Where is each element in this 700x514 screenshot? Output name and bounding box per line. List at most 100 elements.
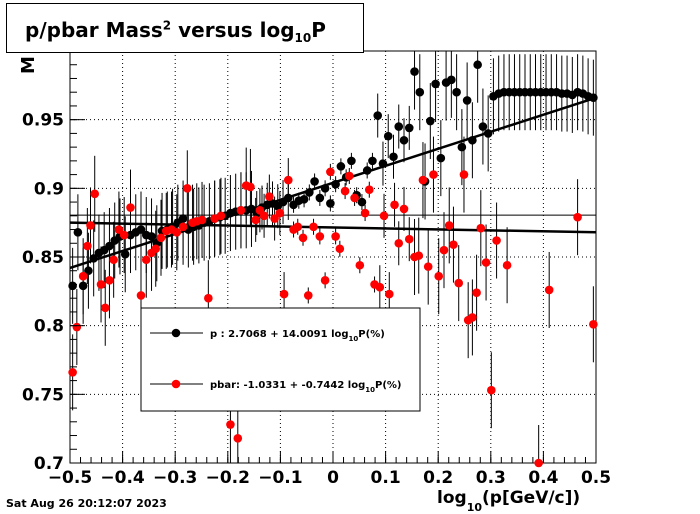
x-tick-label: −0.2 [206,468,250,488]
data-point-p [468,135,477,145]
x-tick-label: −0.5 [48,468,92,488]
x-tick-label: 0.4 [528,468,558,488]
data-point-p [136,225,146,234]
data-point-pbar [275,208,285,218]
data-point-pbar [226,420,235,429]
data-point-pbar [459,170,469,179]
data-point-pbar [315,232,325,241]
data-point-pbar [544,285,554,295]
data-point-pbar [233,433,243,443]
data-point-pbar [109,255,118,265]
timestamp: Sat Aug 26 20:12:07 2023 [6,497,167,510]
data-point-p [410,67,419,76]
data-point-pbar [375,282,385,292]
y-tick-label: 0.75 [22,385,64,405]
data-point-pbar [481,258,491,267]
data-point-p [373,111,383,120]
x-tick-label: −0.1 [258,468,302,488]
data-point-pbar [360,208,370,218]
data-point-p [415,87,425,97]
data-point-p [357,197,367,207]
data-point-p [73,227,83,237]
data-point-pbar [320,276,330,285]
data-point-p [336,162,346,171]
x-tick-label: −0.3 [153,468,197,488]
data-point-pbar [364,185,374,195]
data-point-pbar [119,230,129,240]
data-point-p [589,93,598,102]
legend-marker [171,328,181,338]
data-point-pbar [335,244,345,254]
x-tick-label: 0.1 [371,468,401,488]
data-point-pbar [216,211,226,221]
data-point-pbar [259,211,269,221]
data-point-p [378,159,388,168]
data-point-pbar [265,192,274,201]
data-point-pbar [439,245,449,255]
data-point-pbar [394,238,404,248]
data-point-pbar [136,291,146,300]
y-tick-label: 0.95 [22,111,64,131]
y-axis-label: M [18,56,39,74]
data-point-p [473,60,482,70]
grid-lines [70,51,596,463]
data-point-pbar [78,271,88,281]
data-point-pbar [151,244,161,254]
data-point-pbar [444,221,454,230]
data-point-pbar [283,175,293,185]
legend-label: p : 2.7068 + 14.0091 log10P(%) [210,329,385,343]
data-point-p [78,281,88,291]
data-point-p [68,281,77,291]
data-point-p [447,75,456,85]
data-point-p [431,79,440,89]
data-point-p [320,184,330,193]
data-point-p [315,193,325,203]
data-point-p [347,156,356,166]
data-point-pbar [182,184,192,193]
data-point-pbar [156,233,166,243]
data-point-pbar [355,260,365,270]
data-points [68,60,598,468]
y-tick-label: 0.9 [34,179,64,199]
data-point-p [120,249,130,259]
fit-line-pbar [69,221,597,234]
data-point-p [483,129,493,138]
data-point-pbar [279,289,289,299]
data-point-pbar [492,236,501,245]
data-point-pbar [331,232,340,241]
data-point-pbar [429,170,438,179]
legend-label: pbar: -1.0331 + -0.7442 log10P(%) [210,380,401,394]
data-point-p [457,142,467,152]
data-point-pbar [472,288,481,298]
data-point-pbar [251,215,260,225]
data-point-p [478,122,488,131]
data-point-p [462,96,472,105]
data-point-p [84,266,93,276]
data-point-pbar [236,206,246,215]
data-point-pbar [270,214,279,223]
data-point-p [299,195,309,204]
data-point-p [399,135,409,145]
data-point-pbar [126,203,135,212]
y-tick-label: 0.8 [34,317,64,337]
data-point-pbar [100,303,110,313]
data-point-p [452,87,461,97]
data-point-pbar [384,289,394,299]
x-tick-label: 0.2 [423,468,453,488]
x-tick-label: 0 [327,468,339,488]
y-tick-label: 0.7 [34,454,64,474]
data-point-pbar [468,313,477,322]
data-point-pbar [345,171,354,181]
data-point-pbar [476,223,486,233]
data-point-pbar [114,225,124,234]
x-tick-label: 0.3 [476,468,506,488]
data-point-p [389,152,398,162]
data-point-p [105,241,114,251]
data-point-pbar [178,222,188,232]
data-point-p [394,122,404,131]
data-point-pbar [487,385,496,395]
data-point-pbar [105,276,114,285]
data-point-pbar [340,186,350,196]
data-point-p [436,153,446,163]
